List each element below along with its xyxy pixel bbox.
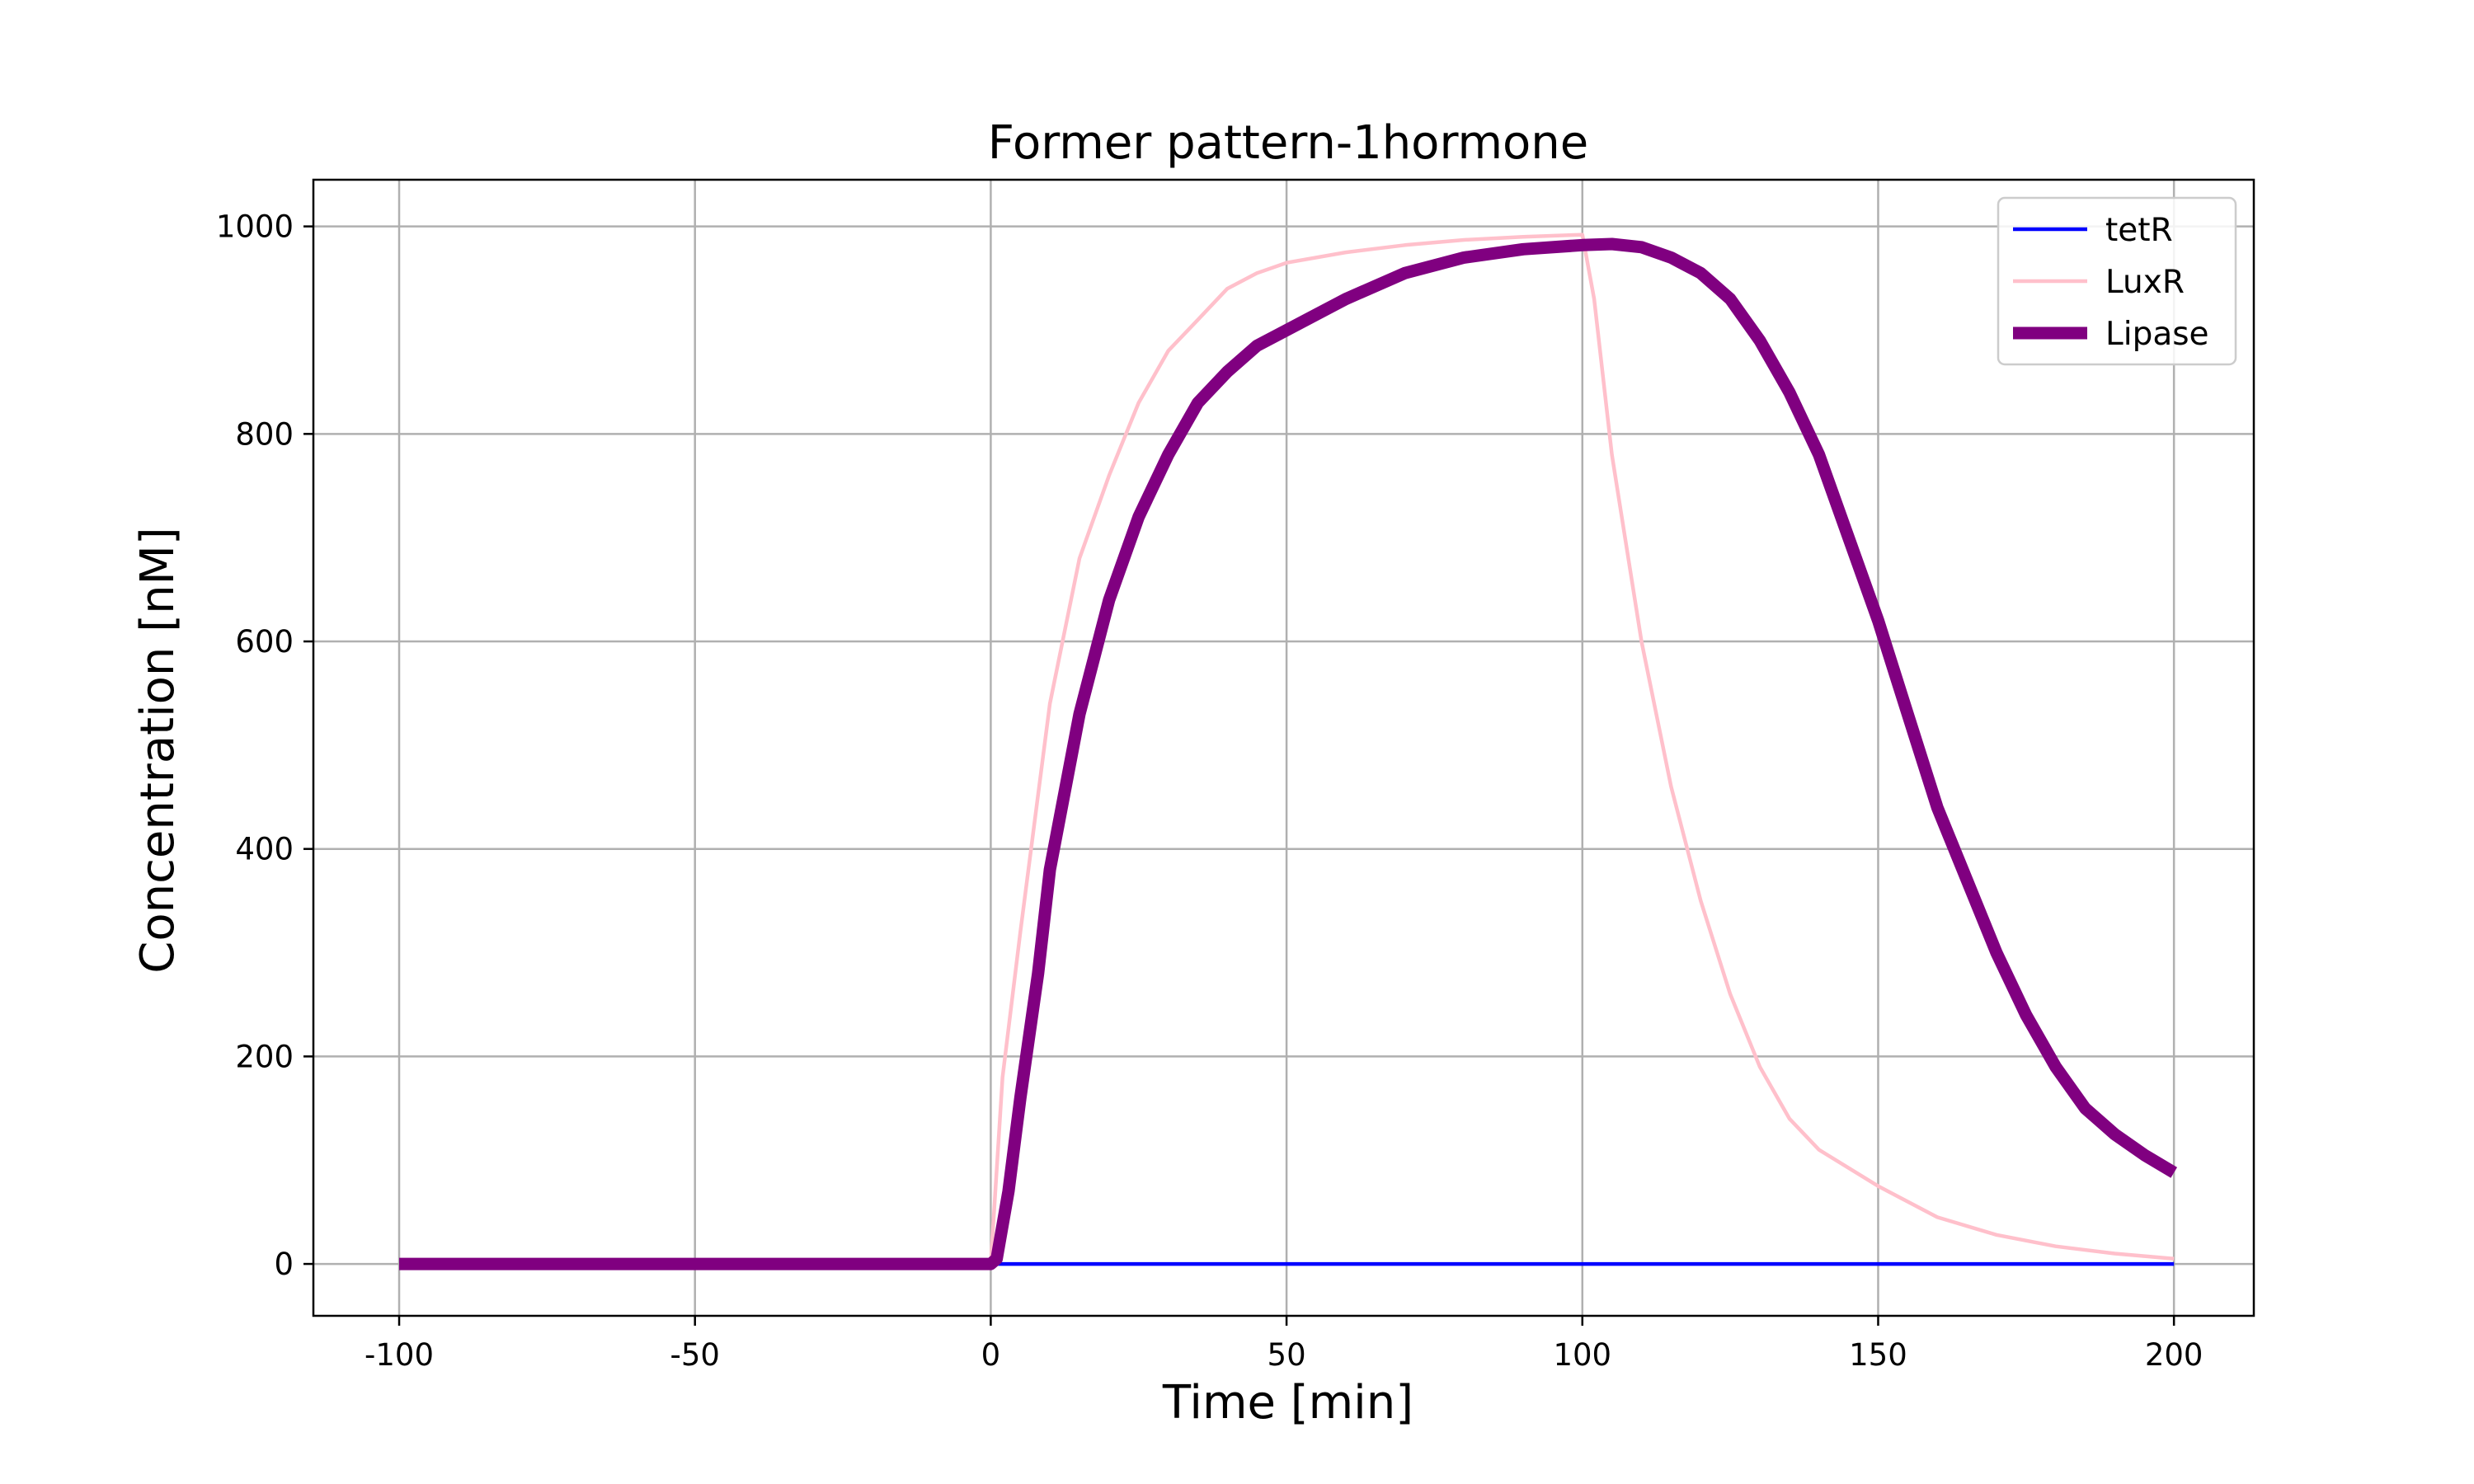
plot-frame <box>312 178 2255 1317</box>
x-tick-label: 50 <box>1268 1337 1306 1373</box>
series-layer <box>399 232 2178 1270</box>
y-tick-label: 400 <box>235 832 294 867</box>
series-line-luxr <box>399 232 2175 1266</box>
chart-title: Former pattern-1hormone <box>988 116 1589 170</box>
x-tick-label: 150 <box>1849 1337 1907 1373</box>
y-tick-label: 1000 <box>216 209 294 245</box>
ticks: -100 -50 0 50 100 150 200 0 200 400 600 800 1000 <box>216 209 2204 1373</box>
x-tick-label: 200 <box>2145 1337 2204 1373</box>
y-tick-label: 600 <box>235 624 294 660</box>
y-axis-title: Concentration [nM] <box>131 527 185 973</box>
x-tick-label: -100 <box>365 1337 434 1373</box>
x-tick-label: 0 <box>981 1337 1001 1373</box>
x-axis-title: Time [min] <box>1162 1376 1413 1430</box>
x-tick-label: -50 <box>670 1337 719 1373</box>
y-tick-label: 800 <box>235 416 294 452</box>
legend-label-luxr: LuxR <box>2105 264 2185 301</box>
legend: tetR LuxR Lipase <box>1997 196 2237 366</box>
y-tick-label: 200 <box>235 1039 294 1074</box>
y-tick-label: 0 <box>274 1247 294 1282</box>
legend-label-tetr: tetR <box>2105 212 2173 249</box>
x-tick-label: 100 <box>1553 1337 1611 1373</box>
series-line-lipase <box>399 237 2178 1270</box>
grid <box>313 180 2254 1316</box>
legend-box <box>1997 196 2237 366</box>
legend-label-lipase: Lipase <box>2105 316 2209 353</box>
